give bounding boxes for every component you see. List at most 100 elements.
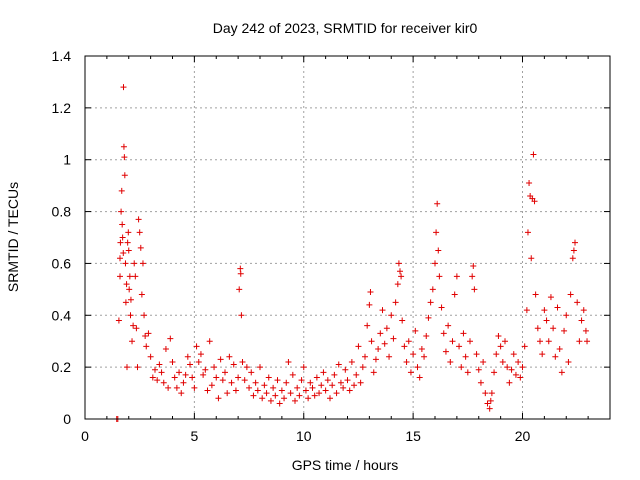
data-point (248, 369, 255, 376)
data-point (121, 172, 128, 179)
data-point (543, 317, 550, 324)
data-point (337, 379, 344, 386)
data-point (131, 260, 138, 267)
data-point (320, 369, 327, 376)
data-point (259, 395, 266, 402)
data-point (302, 387, 309, 394)
data-point (117, 273, 123, 280)
data-point (211, 364, 218, 371)
data-point (397, 268, 403, 275)
data-point (435, 247, 442, 254)
data-point (502, 338, 508, 345)
data-point (547, 294, 554, 301)
data-point (569, 255, 576, 262)
data-point (289, 371, 296, 378)
data-point (460, 330, 467, 337)
y-tick-label: 0.6 (52, 255, 72, 271)
data-point (491, 369, 498, 376)
data-point (298, 377, 305, 384)
data-point (165, 384, 172, 391)
data-point (565, 358, 572, 365)
data-point (561, 327, 568, 334)
data-point (204, 387, 211, 394)
data-point (124, 239, 131, 246)
data-point (121, 154, 128, 161)
data-point (126, 273, 133, 280)
data-point (580, 307, 587, 314)
data-point (139, 260, 146, 267)
data-point (195, 358, 202, 365)
data-point (193, 343, 200, 350)
data-point (405, 338, 412, 345)
y-tick-label: 0.2 (52, 359, 72, 375)
data-point (126, 286, 133, 293)
data-point (335, 361, 342, 368)
data-point (202, 366, 209, 373)
data-point (143, 343, 150, 350)
data-point (241, 377, 248, 384)
data-point (127, 296, 134, 303)
data-point (169, 358, 176, 365)
data-point (554, 304, 561, 311)
data-point (447, 358, 454, 365)
data-point (152, 366, 158, 373)
data-point (440, 330, 447, 337)
data-point (296, 392, 303, 399)
data-point (521, 343, 528, 350)
data-point (230, 361, 237, 368)
data-point (167, 335, 174, 342)
data-point (235, 374, 242, 381)
data-point (142, 333, 149, 340)
data-point (300, 364, 307, 371)
data-point (357, 379, 364, 386)
data-point (309, 384, 316, 391)
data-point (118, 208, 125, 215)
x-tick-label: 0 (81, 428, 89, 444)
data-point (445, 322, 452, 329)
data-point (145, 330, 152, 337)
data-point (486, 405, 493, 412)
data-point (281, 395, 288, 402)
data-point (539, 351, 546, 358)
data-point (238, 312, 245, 319)
data-point (453, 273, 460, 280)
x-tick-label: 10 (296, 428, 312, 444)
data-point (488, 390, 495, 397)
data-point (530, 151, 537, 158)
data-point (267, 397, 274, 404)
data-point (534, 325, 541, 332)
data-point (532, 291, 539, 298)
y-tick-label: 1.4 (52, 48, 72, 64)
data-point (351, 382, 358, 389)
data-point (355, 343, 362, 350)
y-tick-label: 0.8 (52, 204, 72, 220)
data-point (184, 353, 191, 360)
data-point (467, 338, 473, 345)
data-point (429, 286, 436, 293)
data-point (173, 384, 180, 391)
data-point (541, 307, 548, 314)
data-point (278, 387, 285, 394)
data-point (208, 382, 215, 389)
data-point (206, 338, 213, 345)
axis-ticks (84, 55, 611, 420)
data-point (257, 364, 263, 371)
data-point (464, 369, 471, 376)
data-point (487, 397, 494, 404)
data-point (399, 317, 406, 324)
data-point (512, 371, 519, 378)
data-point (118, 187, 125, 194)
data-point (217, 356, 224, 363)
data-point (407, 369, 414, 376)
data-point (115, 317, 122, 324)
data-point (305, 395, 312, 402)
y-tick-label: 1.2 (52, 100, 72, 116)
data-point (403, 358, 410, 365)
data-point (523, 307, 530, 314)
data-point (135, 216, 142, 223)
data-point (469, 273, 476, 280)
data-point (316, 390, 323, 397)
data-point (434, 200, 441, 207)
data-point (427, 299, 434, 306)
